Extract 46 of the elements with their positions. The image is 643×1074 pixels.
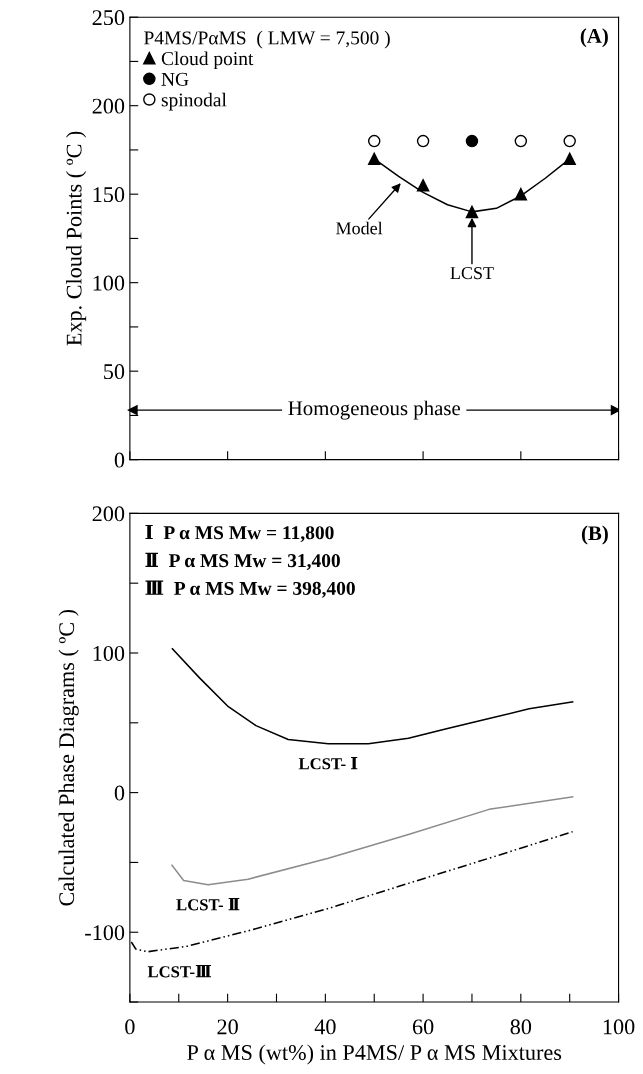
x-tick-label: 80 xyxy=(510,1019,532,1035)
ref-line-label: Homogeneous phase xyxy=(288,400,460,420)
point xyxy=(514,134,528,148)
point xyxy=(465,205,479,219)
y-axis-title: Calculated Phase Diagrams ( ºC ) xyxy=(58,609,79,906)
point xyxy=(367,152,381,166)
y-tick-label: -100 xyxy=(85,925,125,941)
y-tick-label: 150 xyxy=(93,187,125,203)
x-tick-label: 40 xyxy=(314,1019,336,1035)
x-tick-label: 60 xyxy=(412,1019,434,1035)
x-axis-title: P α MS (wt%) in P4MS/ P α MS Mixtures xyxy=(187,1044,562,1065)
point xyxy=(563,152,576,166)
point xyxy=(416,179,430,192)
legend-title: P4MS/PαMS ( LMW = 7,500 ) xyxy=(144,30,390,49)
annotation: (A) xyxy=(580,28,608,48)
annotation: (B) xyxy=(581,525,608,545)
y-tick-label: 0 xyxy=(114,785,125,801)
annotation: Ⅰ P α MS Mw = 11,800 xyxy=(145,524,334,543)
series-label: LCST- Ⅰ xyxy=(298,757,358,770)
series-label: LCST- Ⅱ xyxy=(176,898,240,911)
annotation: Ⅱ P α MS Mw = 31,400 xyxy=(145,552,340,570)
line-series xyxy=(171,796,574,886)
point xyxy=(416,134,430,148)
legend-label: Cloud point xyxy=(161,51,254,70)
x-tick-label: 100 xyxy=(603,1019,635,1035)
point xyxy=(465,134,479,148)
y-axis-title: Exp. Cloud Points ( ºC ) xyxy=(65,131,87,346)
x-tick-label: 20 xyxy=(217,1019,238,1035)
annotation: Ⅲ P α MS Mw = 398,400 xyxy=(145,580,355,598)
annotation: LCST xyxy=(450,267,494,280)
y-tick-label: 200 xyxy=(92,98,125,114)
point xyxy=(367,134,381,148)
y-tick-label: 0 xyxy=(114,452,125,468)
y-tick-label: 100 xyxy=(93,645,125,661)
y-tick-label: 50 xyxy=(104,364,125,380)
legend-label: NG xyxy=(161,72,189,86)
annotation: Model xyxy=(336,221,383,235)
x-tick-label: 0 xyxy=(125,1019,135,1035)
y-tick-label: 250 xyxy=(92,10,125,26)
y-tick-label: 100 xyxy=(93,275,125,291)
y-tick-label: 200 xyxy=(92,506,125,522)
series-label: LCST-Ⅲ xyxy=(147,965,212,978)
legend-label: spinodal xyxy=(161,92,227,111)
point xyxy=(514,187,528,201)
line-series xyxy=(171,648,574,745)
point xyxy=(563,134,576,148)
